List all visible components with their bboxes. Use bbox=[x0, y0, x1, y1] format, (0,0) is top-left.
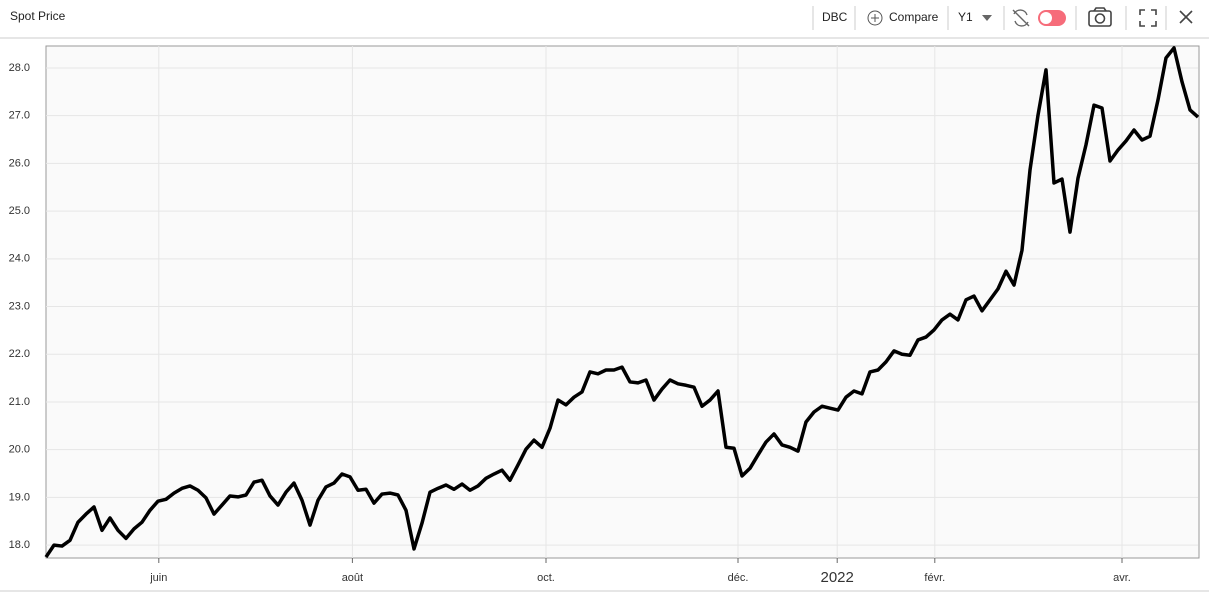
fullscreen-icon[interactable] bbox=[1139, 9, 1157, 27]
y-tick-label: 19.0 bbox=[9, 491, 30, 503]
y-tick-label: 22.0 bbox=[9, 348, 30, 360]
toggle-knob bbox=[1040, 12, 1052, 24]
y-tick-label: 18.0 bbox=[9, 539, 30, 551]
separators bbox=[812, 6, 1167, 30]
x-tick-label: oct. bbox=[537, 572, 555, 584]
x-tick-label: août bbox=[342, 572, 363, 584]
plot-area bbox=[45, 45, 1200, 559]
x-tick-label: déc. bbox=[728, 572, 749, 584]
x-tick-label: févr. bbox=[924, 572, 945, 584]
compare-icon[interactable] bbox=[867, 10, 883, 26]
close-icon[interactable] bbox=[1179, 10, 1193, 24]
range-dropdown[interactable] bbox=[982, 15, 992, 21]
compare-button[interactable]: Compare bbox=[889, 10, 939, 24]
camera-icon[interactable] bbox=[1088, 7, 1112, 27]
y-tick-label: 24.0 bbox=[9, 253, 30, 265]
y-tick-label: 23.0 bbox=[9, 300, 30, 312]
chart-title: Spot Price bbox=[10, 9, 66, 23]
y-tick-label: 21.0 bbox=[9, 396, 30, 408]
x-tick-label: juin bbox=[149, 572, 167, 584]
price-line bbox=[44, 46, 1200, 559]
range-button[interactable]: Y1 bbox=[958, 10, 973, 24]
sync-icon[interactable] bbox=[1012, 9, 1030, 27]
y-tick-label: 27.0 bbox=[9, 110, 30, 122]
y-tick-label: 25.0 bbox=[9, 205, 30, 217]
y-tick-label: 28.0 bbox=[9, 62, 30, 74]
y-tick-label: 20.0 bbox=[9, 444, 30, 456]
y-tick-label: 26.0 bbox=[9, 157, 30, 169]
ticker-button[interactable]: DBC bbox=[822, 10, 848, 24]
x-tick-label: 2022 bbox=[821, 569, 854, 586]
x-tick-label: avr. bbox=[1113, 572, 1131, 584]
